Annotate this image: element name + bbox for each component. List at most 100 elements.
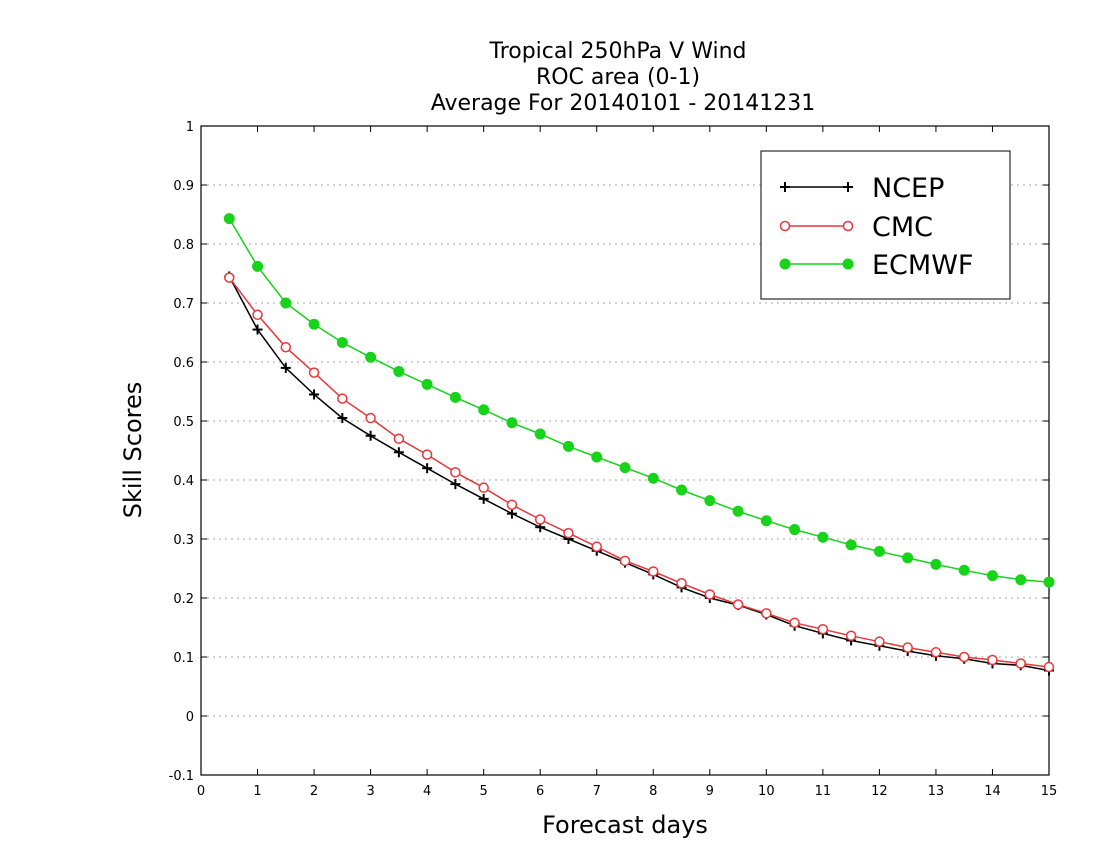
data-point-cmc: [874, 636, 885, 647]
data-point-ncep: [393, 447, 404, 458]
data-point-ecmwf: [393, 365, 405, 377]
x-tick-label: 6: [536, 784, 544, 799]
data-point-cmc: [1043, 661, 1055, 673]
data-point-ecmwf: [817, 531, 829, 543]
legend-item-ncep: NCEP: [780, 173, 944, 204]
data-point-ncep: [309, 389, 320, 400]
data-point-ecmwf: [930, 558, 942, 570]
data-point-ecmwf: [873, 545, 885, 557]
data-point-cmc: [1015, 658, 1026, 669]
x-tick-label: 11: [815, 784, 832, 799]
data-point-ncep: [422, 463, 433, 474]
x-tick-label: 10: [758, 784, 775, 799]
data-point-cmc: [478, 482, 489, 493]
data-point-ncep: [252, 324, 263, 335]
data-point-cmc: [619, 555, 631, 567]
data-point-cmc: [676, 578, 687, 589]
data-point-ecmwf: [647, 472, 659, 484]
legend-marker-ncep: [843, 182, 853, 192]
data-point-ncep: [478, 493, 489, 504]
chart-title-line-1: Tropical 250hPa V Wind: [488, 39, 746, 64]
data-point-cmc: [563, 527, 574, 539]
y-axis-label: Skill Scores: [119, 382, 147, 519]
data-point-cmc: [930, 647, 942, 658]
data-point-ecmwf: [591, 451, 603, 463]
data-point-ecmwf: [336, 337, 348, 349]
data-point-ecmwf: [308, 318, 320, 330]
data-point-cmc: [450, 467, 461, 478]
data-point-cmc: [252, 309, 263, 321]
y-tick-label: 0: [186, 710, 194, 725]
data-point-ncep: [365, 430, 376, 441]
y-axis-ticks: -0.1 0 0.1 0.2 0.3 0.4 0.5 0.6 0.7 0.8 0.9 1: [169, 120, 1049, 784]
data-point-ecmwf: [1043, 576, 1055, 588]
data-point-ecmwf: [365, 351, 377, 363]
data-point-cmc: [365, 412, 376, 424]
y-tick-label: 0.6: [173, 356, 194, 371]
data-point-cmc: [987, 654, 998, 666]
legend-box: [760, 150, 1011, 300]
y-tick-label: 0.9: [173, 179, 194, 194]
x-tick-label: 12: [871, 784, 888, 799]
data-point-ecmwf: [902, 552, 914, 564]
data-point-cmc: [761, 608, 772, 619]
data-point-cmc: [648, 566, 659, 577]
y-tick-label: 0.1: [173, 651, 194, 666]
data-point-ecmwf: [562, 440, 574, 452]
y-tick-label: 0.7: [173, 297, 194, 312]
data-point-ecmwf: [534, 428, 546, 440]
series-cmc: [224, 272, 1055, 673]
x-axis-label: Forecast days: [542, 811, 708, 839]
x-axis-ticks: 0 1 2 3 4 5 6 7 8 9 10 11 12 13 14 15: [197, 126, 1057, 799]
x-tick-label: 7: [593, 784, 601, 799]
x-tick-label: 5: [480, 784, 488, 799]
y-tick-label: 0.5: [173, 415, 194, 430]
data-point-cmc: [732, 599, 744, 610]
legend-item-ecmwf: ECMWF: [779, 250, 973, 281]
data-point-cmc: [224, 272, 235, 283]
legend-marker-ecmwf: [842, 258, 854, 270]
data-point-ecmwf: [1015, 574, 1027, 586]
chart-title-line-3: Average For 20140101 - 20141231: [431, 91, 816, 116]
data-point-ncep: [337, 413, 348, 424]
data-point-cmc: [280, 342, 292, 353]
x-tick-label: 1: [253, 784, 261, 799]
data-point-ecmwf: [958, 564, 970, 576]
legend-marker-cmc: [779, 220, 791, 232]
data-point-cmc: [506, 499, 518, 511]
data-point-ncep: [506, 508, 517, 519]
data-point-cmc: [421, 449, 433, 460]
y-tick-label: 0.2: [173, 592, 194, 607]
data-point-cmc: [393, 433, 405, 444]
legend-marker-ncep: [780, 182, 790, 192]
x-tick-label: 3: [366, 784, 374, 799]
data-point-ecmwf: [223, 213, 235, 225]
data-point-ecmwf: [252, 260, 264, 272]
y-tick-label: 0.4: [173, 474, 194, 489]
data-point-ecmwf: [506, 417, 518, 429]
x-tick-label: 4: [423, 784, 431, 799]
data-point-ecmwf: [986, 570, 998, 582]
legend-label-cmc: CMC: [872, 212, 933, 243]
legend: NCEP CMC ECMWF: [760, 150, 1011, 300]
x-tick-label: 9: [706, 784, 714, 799]
y-tick-label: 0.3: [173, 533, 194, 548]
data-point-ecmwf: [732, 505, 744, 517]
x-tick-label: 15: [1041, 784, 1058, 799]
legend-marker-cmc: [842, 220, 854, 232]
data-point-cmc: [337, 393, 348, 404]
chart-title-line-2: ROC area (0-1): [536, 65, 700, 90]
x-tick-label: 14: [984, 784, 1001, 799]
legend-marker-ecmwf: [779, 258, 791, 270]
data-point-ecmwf: [845, 539, 857, 551]
data-point-ecmwf: [619, 462, 631, 474]
data-point-ecmwf: [760, 515, 772, 527]
data-point-cmc: [902, 642, 913, 653]
data-point-ecmwf: [449, 391, 461, 403]
data-point-cmc: [534, 514, 546, 525]
series-layer: [223, 213, 1055, 676]
data-point-cmc: [789, 617, 800, 629]
data-point-ncep: [450, 479, 461, 490]
data-point-ecmwf: [478, 404, 490, 416]
